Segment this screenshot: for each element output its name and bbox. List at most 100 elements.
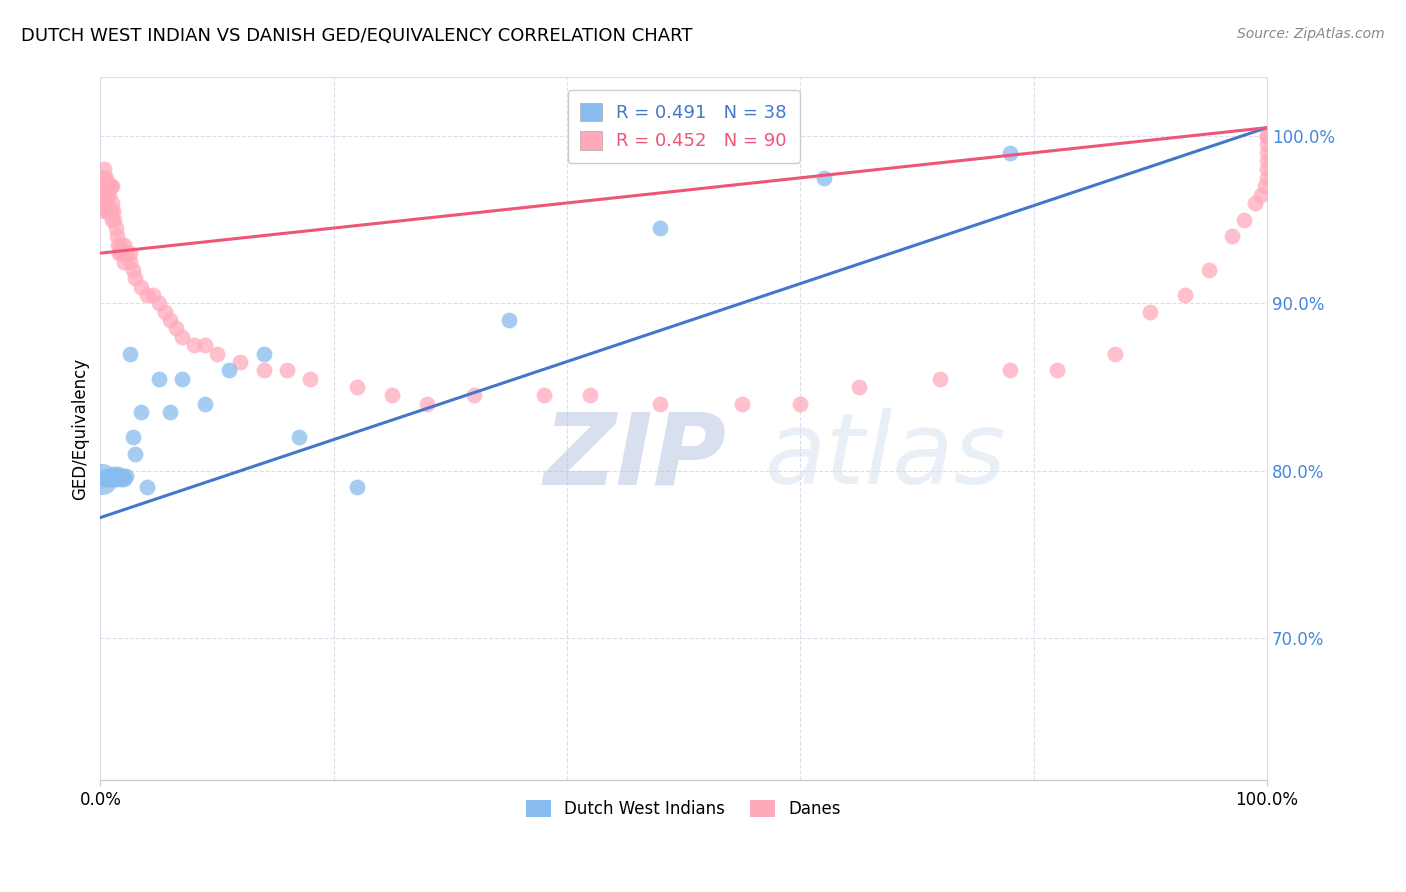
Point [91, 187, 114, 202]
Point [90, 179, 112, 194]
Point [848, 380, 870, 394]
Point [287, 430, 309, 444]
Point [97, 179, 120, 194]
Point [650, 221, 672, 235]
Point [107, 237, 129, 252]
Point [124, 447, 146, 461]
Point [183, 338, 205, 352]
Point [118, 246, 141, 260]
Point [463, 388, 485, 402]
Point [96, 472, 118, 486]
Point [813, 170, 835, 185]
Legend: Dutch West Indians, Danes: Dutch West Indians, Danes [519, 793, 848, 825]
Point [103, 204, 125, 219]
Point [104, 472, 127, 486]
Point [91, 179, 114, 194]
Point [112, 254, 135, 268]
Point [101, 468, 124, 483]
Point [129, 279, 152, 293]
Point [115, 468, 138, 483]
Point [118, 254, 141, 268]
Text: DUTCH WEST INDIAN VS DANISH GED/EQUIVALENCY CORRELATION CHART: DUTCH WEST INDIAN VS DANISH GED/EQUIVALE… [21, 27, 693, 45]
Point [112, 472, 135, 486]
Point [110, 472, 132, 486]
Point [96, 187, 118, 202]
Point [1256, 145, 1278, 160]
Point [153, 304, 176, 318]
Point [1256, 154, 1278, 169]
Text: atlas: atlas [765, 409, 1007, 506]
Point [1256, 137, 1278, 152]
Point [276, 363, 298, 377]
Point [101, 470, 124, 484]
Point [93, 187, 115, 202]
Point [110, 246, 132, 260]
Point [94, 187, 117, 202]
Point [1198, 263, 1220, 277]
Point [93, 170, 115, 185]
Point [104, 468, 127, 483]
Point [91, 472, 114, 486]
Point [98, 179, 121, 194]
Point [108, 237, 131, 252]
Point [194, 397, 217, 411]
Point [253, 346, 276, 360]
Point [1046, 363, 1069, 377]
Point [107, 470, 129, 484]
Point [142, 288, 165, 302]
Point [1104, 346, 1126, 360]
Point [136, 480, 159, 494]
Point [108, 470, 131, 484]
Point [103, 212, 125, 227]
Point [136, 288, 159, 302]
Point [170, 330, 193, 344]
Point [96, 204, 118, 219]
Point [90, 472, 112, 486]
Point [789, 397, 811, 411]
Point [96, 187, 118, 202]
Point [346, 480, 368, 494]
Point [1174, 288, 1197, 302]
Point [91, 170, 114, 185]
Point [104, 221, 127, 235]
Point [170, 372, 193, 386]
Point [96, 468, 118, 483]
Point [159, 313, 181, 327]
Point [93, 196, 115, 211]
Point [1000, 145, 1022, 160]
Point [90, 170, 112, 185]
Point [533, 388, 555, 402]
Point [299, 372, 322, 386]
Point [124, 271, 146, 285]
Point [93, 179, 115, 194]
Point [90, 187, 112, 202]
Point [118, 346, 141, 360]
Y-axis label: GED/Equivalency: GED/Equivalency [72, 358, 89, 500]
Point [103, 472, 125, 486]
Point [1256, 128, 1278, 143]
Point [1250, 187, 1272, 202]
Point [148, 372, 170, 386]
Point [1139, 304, 1161, 318]
Point [194, 338, 217, 352]
Point [112, 237, 135, 252]
Point [94, 204, 117, 219]
Point [1256, 170, 1278, 185]
Point [381, 388, 404, 402]
Point [96, 204, 118, 219]
Point [91, 196, 114, 211]
Point [579, 388, 602, 402]
Point [122, 263, 145, 277]
Point [129, 405, 152, 419]
Point [205, 346, 228, 360]
Point [1256, 128, 1278, 143]
Point [108, 246, 131, 260]
Point [253, 363, 276, 377]
Point [1000, 363, 1022, 377]
Point [94, 196, 117, 211]
Point [96, 196, 118, 211]
Point [103, 470, 125, 484]
Point [1220, 229, 1243, 244]
Point [929, 372, 952, 386]
Point [731, 397, 754, 411]
